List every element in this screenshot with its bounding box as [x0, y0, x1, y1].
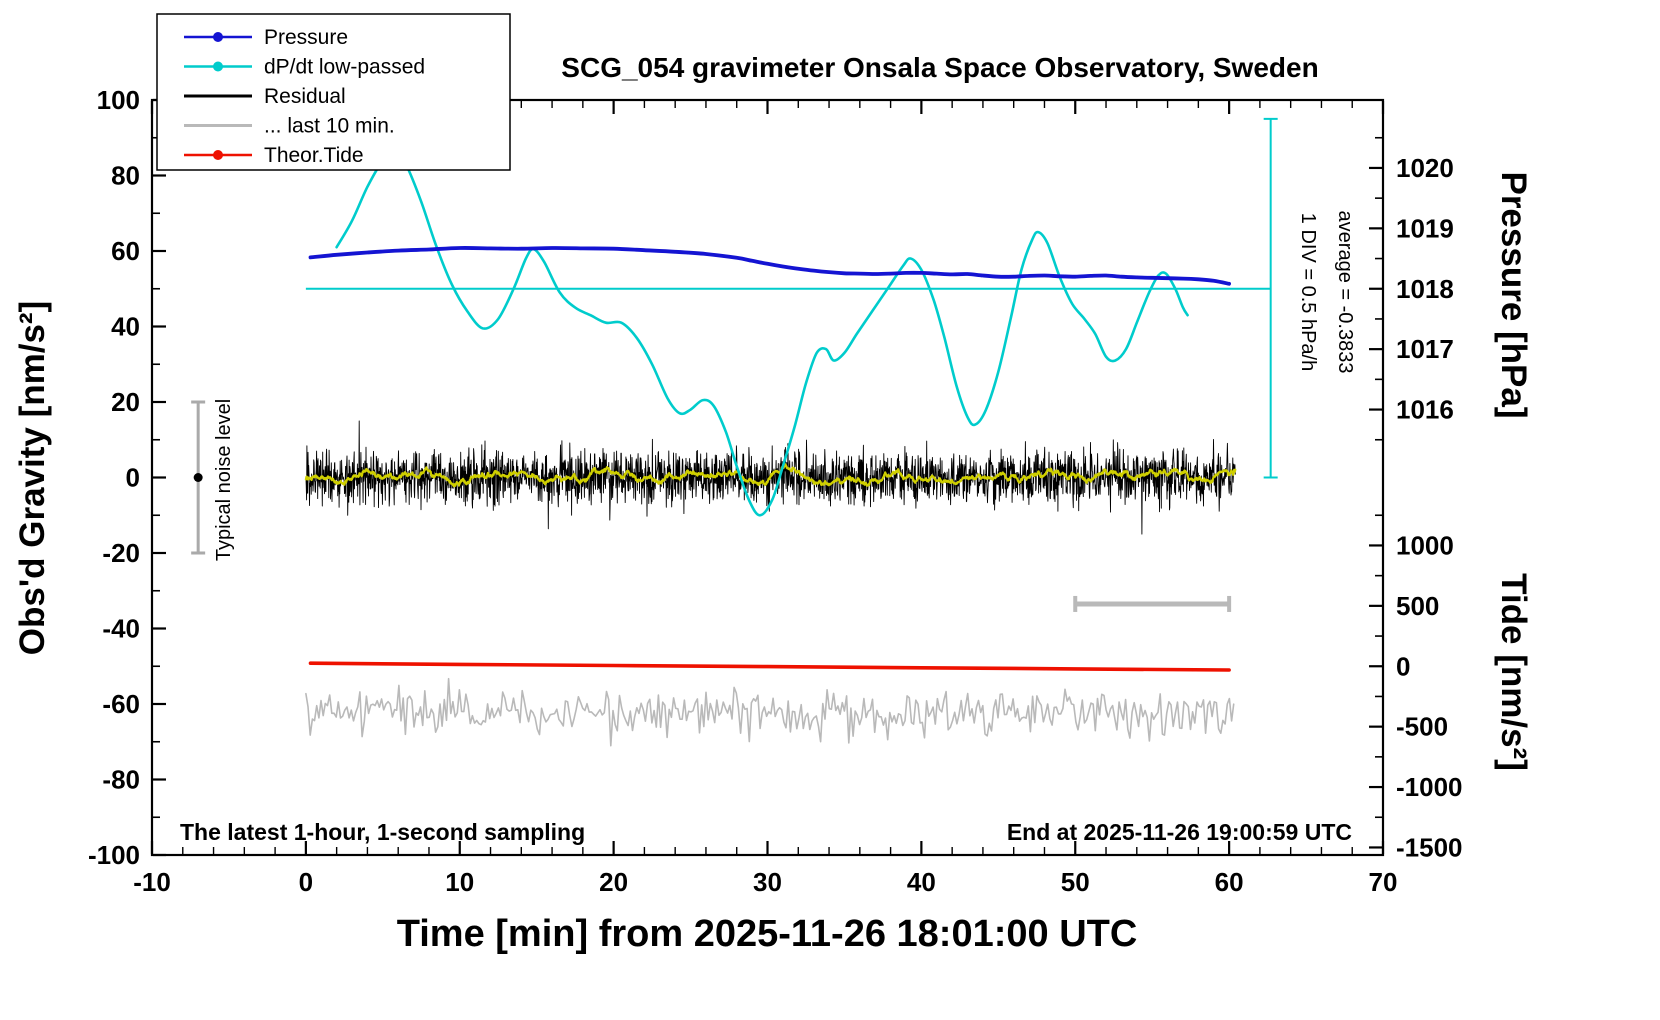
- legend-dot-sample: [213, 150, 223, 160]
- legend-item-theor-tide: Theor.Tide: [184, 144, 364, 167]
- chart-series: [304, 147, 1237, 747]
- pressure-tick-label: 1019: [1396, 213, 1454, 243]
- y-axis-label-tide: Tide [nm/s²]: [1494, 573, 1533, 771]
- time-tick-label: 0: [299, 867, 313, 897]
- footer-end-time: End at 2025-11-26 19:00:59 UTC: [1007, 819, 1352, 845]
- legend-item-last-10-min: ... last 10 min.: [184, 115, 395, 138]
- tide-tick-label: 500: [1396, 591, 1439, 621]
- time-tick-label: 20: [599, 867, 628, 897]
- gravity-tick-label: 20: [111, 387, 140, 417]
- tide-tick-label: -500: [1396, 712, 1448, 742]
- noise-level-dot: [193, 473, 203, 482]
- time-tick-label: 40: [907, 867, 936, 897]
- gravity-tick-label: -100: [88, 840, 140, 870]
- time-tick-label: 50: [1061, 867, 1090, 897]
- plot-border: [150, 98, 1385, 857]
- tide-tick-label: 0: [1396, 651, 1410, 681]
- series-residual-low-passed: [304, 463, 1237, 488]
- gravity-tick-label: 40: [111, 312, 140, 342]
- series-dp-dt-low-passed: [335, 147, 1189, 517]
- chart-annotations: [191, 117, 1278, 612]
- gravity-tick-label: 0: [126, 463, 140, 493]
- time-tick-label: 60: [1215, 867, 1244, 897]
- legend-item-pressure: Pressure: [184, 26, 348, 49]
- tide-tick-label: -1000: [1396, 772, 1463, 802]
- pressure-tick-label: 1020: [1396, 153, 1454, 183]
- tide-tick-label: -1500: [1396, 832, 1463, 862]
- average-label: average = -0.3833: [1334, 211, 1356, 374]
- footer-sampling-note: The latest 1-hour, 1-second sampling: [180, 819, 585, 845]
- gravity-tick-label: -80: [102, 765, 140, 795]
- y-axis-label-gravity: Obs'd Gravity [nm/s²]: [13, 301, 52, 656]
- legend-item-label: Residual: [264, 85, 346, 108]
- legend-dot-sample: [213, 32, 223, 42]
- div-scale-label: 1 DIV = 0.5 hPa/h: [1297, 213, 1319, 371]
- gravity-tick-label: -20: [102, 538, 140, 568]
- x-axis-label: Time [min] from 2025-11-26 18:01:00 UTC: [397, 913, 1138, 955]
- gravity-tick-label: -60: [102, 689, 140, 719]
- gravity-tick-label: 60: [111, 236, 140, 266]
- legend: Pressure dP/dt low-passed Residual ... last…: [156, 13, 511, 171]
- pressure-tick-label: 1018: [1396, 274, 1454, 304]
- legend-item-label: Pressure: [264, 26, 348, 49]
- series-last-10-min: [305, 677, 1235, 747]
- noise-level-label: Typical noise level: [213, 399, 235, 561]
- legend-item-residual: Residual: [184, 85, 346, 108]
- pressure-tick-label: 1017: [1396, 334, 1454, 364]
- y-axis-label-pressure: Pressure [hPa]: [1494, 171, 1533, 418]
- series-theor-tide: [308, 661, 1231, 672]
- gravity-tick-label: 100: [97, 85, 140, 115]
- legend-item-dp-dt-low-passed: dP/dt low-passed: [184, 56, 425, 79]
- time-tick-label: 70: [1369, 867, 1398, 897]
- time-tick-label: -10: [133, 867, 171, 897]
- legend-item-label: Theor.Tide: [264, 144, 364, 167]
- pressure-tick-label: 1016: [1396, 395, 1454, 425]
- chart-title: SCG_054 gravimeter Onsala Space Observat…: [561, 52, 1318, 83]
- legend-item-label: ... last 10 min.: [264, 115, 395, 138]
- time-tick-label: 30: [753, 867, 782, 897]
- legend-dot-sample: [213, 61, 223, 72]
- legend-item-label: dP/dt low-passed: [264, 56, 425, 79]
- gravity-tick-label: 80: [111, 161, 140, 191]
- tide-tick-label: 1000: [1396, 530, 1454, 560]
- series-pressure: [308, 246, 1231, 286]
- gravity-tick-label: -40: [102, 614, 140, 644]
- time-tick-label: 10: [445, 867, 474, 897]
